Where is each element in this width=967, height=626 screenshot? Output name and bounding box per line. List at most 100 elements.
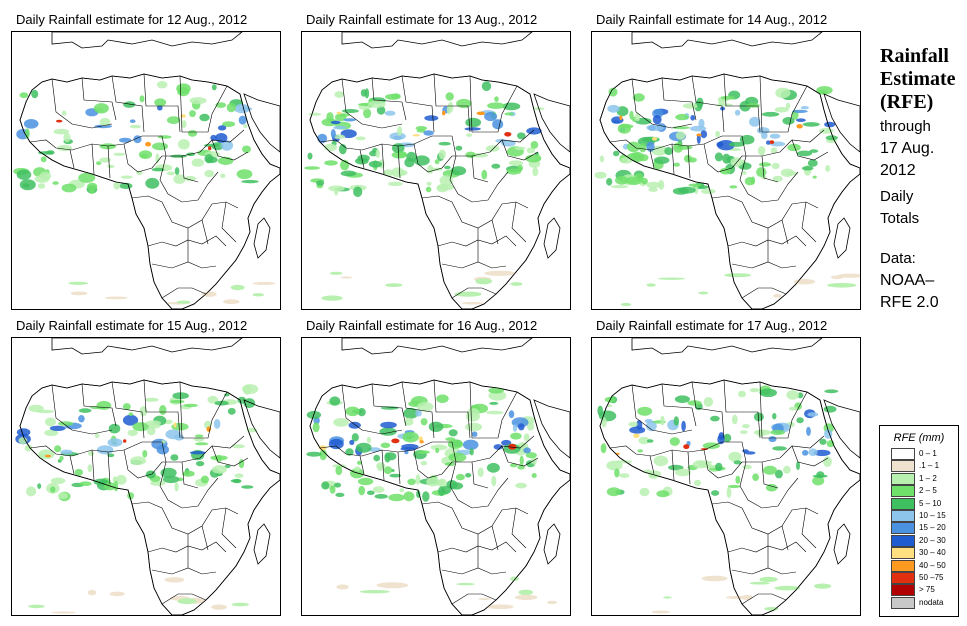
rain-hotspot [633, 433, 640, 439]
rain-cell [389, 132, 406, 140]
country-border [111, 381, 145, 439]
country-border [201, 219, 209, 245]
rain-cell [234, 473, 244, 478]
rain-cell [615, 175, 629, 185]
rain-cell [321, 481, 330, 490]
country-border [107, 145, 111, 179]
legend-row: 0 – 1 [880, 448, 958, 460]
rain-cell [324, 143, 338, 152]
legend-swatch [891, 448, 915, 460]
legend-swatch [891, 509, 915, 522]
country-border [759, 381, 808, 439]
rain-cell [96, 400, 112, 410]
rain-cell [353, 186, 363, 198]
rain-cell [385, 93, 401, 100]
legend-swatch [891, 534, 915, 547]
rain-hotspot [336, 111, 342, 115]
country-border [691, 75, 725, 133]
rain-cell [488, 387, 504, 394]
rain-cell [160, 467, 177, 478]
rain-cell [782, 117, 795, 125]
map-svg [597, 338, 860, 615]
rain-cell [710, 415, 720, 422]
rain-cell [438, 141, 451, 146]
rain-cell [333, 125, 347, 130]
eurasia-coast [341, 32, 533, 49]
rain-cell [613, 150, 620, 157]
country-border [469, 75, 518, 133]
rain-cell [224, 393, 230, 397]
rain-cell [607, 104, 620, 113]
rain-cell [765, 483, 778, 492]
rain-cell [485, 410, 504, 415]
rain-cell [454, 291, 482, 297]
rain-cell [456, 582, 475, 586]
rain-cell [113, 152, 126, 156]
rain-cell [715, 130, 720, 138]
rain-cell [756, 167, 767, 178]
rain-cell [742, 449, 749, 453]
rain-cell [368, 100, 386, 108]
rain-cell [756, 127, 770, 135]
madagascar-outline [253, 523, 271, 565]
rain-cell [492, 119, 504, 130]
country-border [341, 78, 403, 129]
rain-cell [774, 106, 789, 113]
rainfall-field [15, 384, 259, 614]
rain-cell [87, 464, 93, 473]
rain-cell [159, 405, 167, 415]
rain-cell [357, 477, 374, 486]
rain-cell [420, 418, 428, 426]
rain-cell [307, 152, 313, 160]
rain-cell [334, 187, 339, 196]
legend-swatch [891, 559, 915, 572]
legend-swatch [891, 472, 915, 485]
rain-cell [106, 164, 115, 169]
rain-cell [376, 582, 409, 589]
rain-cell [173, 174, 186, 185]
rain-cell [462, 439, 479, 450]
rain-cell [772, 446, 787, 451]
rain-cell [519, 455, 524, 466]
rain-cell [343, 118, 356, 122]
source-line-2: NOAA– [880, 272, 935, 289]
rain-cell [601, 417, 607, 428]
rain-cell [786, 390, 800, 400]
country-border [81, 77, 117, 121]
country-border [371, 383, 407, 427]
rain-cell [420, 460, 428, 466]
rain-cell [222, 121, 236, 127]
rain-cell [484, 111, 498, 122]
arabia-coast [243, 93, 280, 153]
country-border [631, 78, 693, 129]
legend-label: 10 – 15 [919, 510, 946, 520]
rain-cell [403, 491, 415, 502]
rain-cell [99, 117, 111, 127]
country-border [449, 441, 509, 509]
rain-hotspot [769, 140, 775, 144]
country-border [91, 143, 95, 175]
rain-cell [130, 456, 147, 466]
rain-cell [724, 273, 752, 278]
rain-cell [416, 450, 430, 455]
rain-cell [306, 451, 322, 457]
rain-cell [467, 408, 480, 417]
rain-cell [455, 145, 463, 151]
country-border [661, 383, 697, 427]
rain-cell [78, 172, 96, 183]
country-border [123, 129, 245, 173]
rain-cell [487, 102, 505, 109]
rain-cell [434, 159, 440, 165]
rain-cell [399, 488, 405, 493]
panel-title-2: Daily Rainfall estimate for 13 Aug., 201… [306, 12, 538, 27]
country-border [201, 525, 209, 551]
rain-cell [456, 98, 472, 109]
rain-hotspot [796, 124, 803, 129]
rain-cell [518, 423, 525, 431]
eurasia-coast [341, 338, 533, 355]
rain-cell [531, 473, 537, 478]
rain-cell [646, 283, 656, 287]
rain-cell [668, 464, 684, 471]
country-border [761, 155, 779, 183]
legend-swatch [891, 497, 915, 510]
